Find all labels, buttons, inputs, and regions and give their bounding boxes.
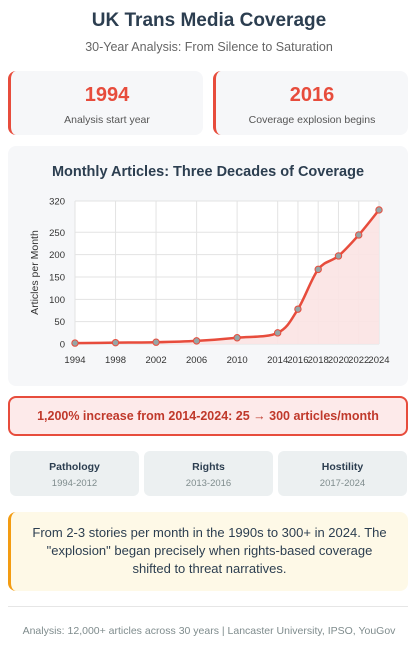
data-point bbox=[111, 338, 120, 347]
data-point bbox=[334, 252, 343, 260]
x-tick-label: 2010 bbox=[227, 355, 248, 366]
phase-years: 1994-2012 bbox=[51, 478, 98, 489]
page-subtitle: 30-Year Analysis: From Silence to Satura… bbox=[85, 40, 333, 54]
source-footer: Analysis: 12,000+ articles across 30 yea… bbox=[22, 625, 396, 637]
y-tick-label: 200 bbox=[49, 250, 65, 261]
line-chart: 0 50 100 150 200 250 320 1994 1998 2002 2006 2010 20… bbox=[29, 197, 390, 367]
data-point bbox=[355, 231, 363, 239]
y-tick-label: 250 bbox=[49, 228, 65, 239]
page-title: UK Trans Media Coverage bbox=[91, 10, 327, 31]
data-point bbox=[233, 334, 241, 342]
y-tick-label: 150 bbox=[49, 272, 65, 283]
y-axis-label: Articles per Month bbox=[29, 230, 41, 315]
stat-card-explosion-year: 2016 Coverage explosion begins bbox=[213, 71, 408, 135]
series-area bbox=[75, 209, 379, 344]
data-point bbox=[314, 265, 322, 274]
x-tick-label: 2016 bbox=[287, 355, 308, 366]
data-point bbox=[273, 329, 282, 337]
increase-alert: 1,200% increase from 2014-2024: 25 → 300… bbox=[8, 396, 408, 436]
stat-label: Coverage explosion begins bbox=[248, 114, 376, 126]
x-tick-label: 2006 bbox=[186, 355, 207, 366]
data-point bbox=[152, 338, 160, 346]
data-point bbox=[192, 337, 201, 345]
chart-title: Monthly Articles: Three Decades of Cover… bbox=[51, 164, 365, 180]
stat-label: Analysis start year bbox=[64, 114, 150, 126]
stat-card-start-year: 1994 Analysis start year bbox=[8, 71, 203, 135]
phase-card-pathology: Pathology 1994-2012 bbox=[10, 451, 139, 496]
y-tick-label: 0 bbox=[60, 340, 65, 351]
x-tick-label: 2024 bbox=[368, 355, 389, 366]
chart-card: Monthly Articles: Three Decades of Cover… bbox=[8, 146, 408, 386]
x-tick-label: 2022 bbox=[348, 355, 369, 366]
phase-name: Rights bbox=[192, 461, 225, 473]
x-tick-label: 2002 bbox=[145, 355, 166, 366]
phase-card-rights: Rights 2013-2016 bbox=[144, 451, 273, 496]
x-tick-label: 2018 bbox=[308, 355, 329, 366]
footer-divider bbox=[8, 606, 408, 607]
stat-value: 1994 bbox=[84, 84, 130, 106]
phase-years: 2017-2024 bbox=[319, 478, 366, 489]
data-point bbox=[71, 339, 79, 347]
data-point bbox=[375, 206, 383, 214]
x-tick-label: 2020 bbox=[328, 355, 349, 366]
stat-value: 2016 bbox=[289, 84, 335, 106]
phase-name: Pathology bbox=[49, 461, 100, 473]
data-point bbox=[294, 305, 302, 313]
x-tick-label: 1994 bbox=[64, 355, 85, 366]
y-tick-label: 100 bbox=[49, 295, 65, 306]
x-tick-label: 2014 bbox=[267, 355, 288, 366]
y-tick-label: 50 bbox=[54, 317, 65, 328]
phase-card-hostility: Hostility 2017-2024 bbox=[278, 451, 407, 496]
phase-years: 2013-2016 bbox=[185, 478, 232, 489]
phase-name: Hostility bbox=[321, 461, 364, 473]
insight-note: From 2-3 stories per month in the 1990s … bbox=[8, 512, 408, 591]
y-tick-label: 320 bbox=[49, 197, 65, 208]
x-tick-label: 1998 bbox=[105, 355, 126, 366]
